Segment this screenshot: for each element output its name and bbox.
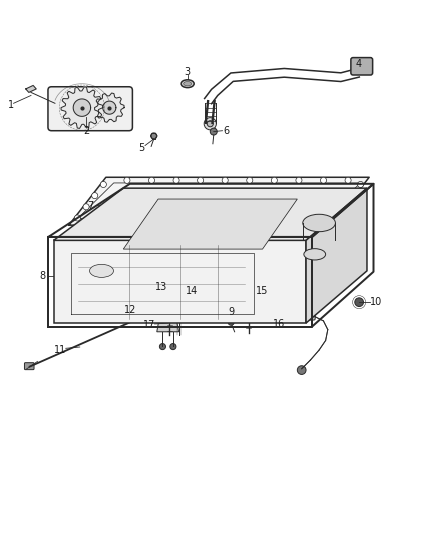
Circle shape — [111, 219, 117, 225]
Circle shape — [332, 215, 338, 221]
Text: 8: 8 — [39, 271, 46, 281]
Circle shape — [321, 177, 327, 183]
Circle shape — [222, 177, 228, 183]
Text: 16: 16 — [273, 319, 285, 329]
Circle shape — [100, 181, 106, 188]
Polygon shape — [95, 93, 124, 122]
Polygon shape — [69, 177, 369, 225]
Circle shape — [210, 219, 216, 225]
FancyBboxPatch shape — [25, 362, 34, 370]
Circle shape — [296, 177, 302, 183]
Circle shape — [124, 177, 130, 183]
FancyBboxPatch shape — [292, 308, 315, 320]
Circle shape — [308, 219, 314, 225]
Circle shape — [349, 192, 355, 199]
Text: 5: 5 — [138, 143, 145, 153]
Circle shape — [297, 366, 306, 375]
Circle shape — [305, 312, 309, 316]
Text: 4: 4 — [355, 59, 361, 69]
Text: 9: 9 — [228, 307, 234, 317]
Circle shape — [245, 292, 252, 299]
Polygon shape — [53, 240, 306, 323]
Circle shape — [83, 204, 89, 210]
Text: 17: 17 — [143, 320, 155, 330]
Circle shape — [159, 344, 166, 350]
FancyBboxPatch shape — [351, 58, 373, 75]
Ellipse shape — [304, 249, 325, 260]
Text: 10: 10 — [371, 297, 383, 307]
Ellipse shape — [181, 80, 194, 87]
Text: 6: 6 — [224, 126, 230, 136]
Circle shape — [234, 219, 240, 225]
Text: 15: 15 — [256, 286, 268, 296]
Text: 13: 13 — [155, 282, 167, 293]
Text: 1: 1 — [8, 100, 14, 110]
Circle shape — [340, 204, 346, 210]
Text: 11: 11 — [54, 345, 66, 355]
Circle shape — [345, 177, 351, 183]
Polygon shape — [157, 320, 179, 332]
Ellipse shape — [303, 214, 336, 232]
Text: 2: 2 — [83, 126, 89, 136]
Polygon shape — [26, 85, 36, 92]
Circle shape — [207, 120, 213, 127]
Polygon shape — [61, 87, 103, 128]
Circle shape — [283, 219, 290, 225]
Circle shape — [357, 181, 364, 188]
Circle shape — [198, 177, 204, 183]
Text: 12: 12 — [124, 305, 136, 315]
Circle shape — [87, 219, 93, 225]
Polygon shape — [353, 60, 371, 73]
FancyBboxPatch shape — [48, 87, 132, 131]
Ellipse shape — [89, 264, 113, 277]
Polygon shape — [103, 101, 116, 114]
Text: 7: 7 — [88, 200, 94, 211]
Circle shape — [151, 133, 157, 139]
Circle shape — [136, 219, 142, 225]
Circle shape — [144, 313, 148, 318]
Circle shape — [271, 177, 277, 183]
Circle shape — [173, 177, 179, 183]
Circle shape — [185, 219, 191, 225]
Ellipse shape — [184, 82, 191, 86]
Circle shape — [296, 312, 300, 316]
Circle shape — [228, 319, 234, 325]
Polygon shape — [73, 99, 91, 116]
Text: 14: 14 — [186, 286, 198, 296]
Circle shape — [210, 128, 217, 135]
Circle shape — [259, 219, 265, 225]
Circle shape — [247, 177, 253, 183]
Circle shape — [355, 298, 364, 306]
Circle shape — [148, 177, 155, 183]
Polygon shape — [123, 199, 297, 249]
Circle shape — [92, 192, 98, 199]
Circle shape — [204, 118, 216, 130]
Circle shape — [161, 219, 167, 225]
Polygon shape — [306, 188, 367, 323]
FancyBboxPatch shape — [155, 313, 180, 321]
Circle shape — [166, 293, 173, 300]
Circle shape — [141, 311, 150, 320]
Circle shape — [74, 215, 81, 221]
Polygon shape — [53, 188, 367, 240]
Text: 3: 3 — [184, 67, 191, 77]
Circle shape — [170, 344, 176, 350]
